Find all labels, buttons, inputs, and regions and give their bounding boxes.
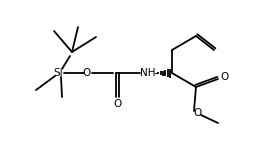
Text: NH: NH — [140, 68, 156, 78]
Text: O: O — [113, 99, 122, 109]
Text: O: O — [221, 72, 229, 82]
Text: O: O — [194, 108, 202, 118]
Text: Si: Si — [53, 68, 63, 78]
Text: O: O — [83, 68, 91, 78]
